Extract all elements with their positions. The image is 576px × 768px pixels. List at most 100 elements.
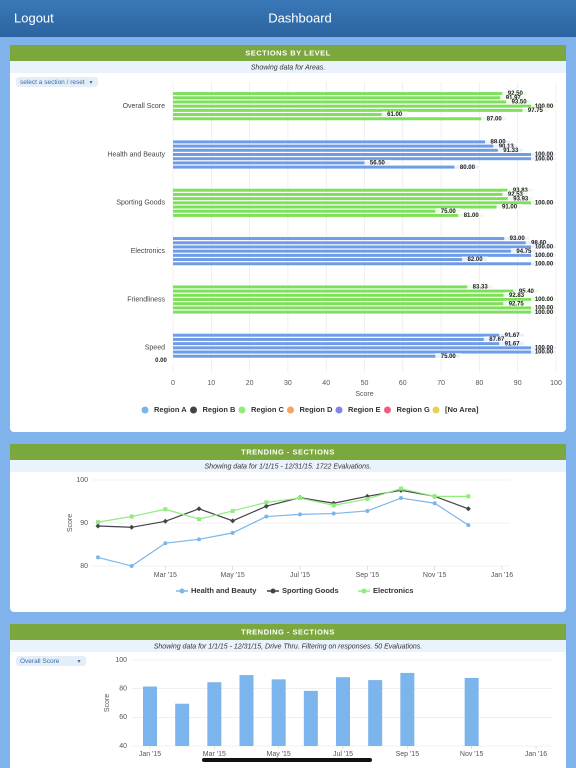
legend-label[interactable]: Region B (203, 405, 236, 414)
value-label: 100.00 (535, 245, 554, 251)
bar (173, 157, 556, 161)
value-label: 91.67 (505, 341, 521, 347)
dropdown[interactable] (16, 77, 98, 87)
y-tick-label: Health and Beauty (107, 151, 165, 158)
legend-label[interactable]: Region D (300, 405, 333, 414)
legend-label[interactable]: Region C (251, 405, 284, 414)
value-label: 100.00 (535, 156, 554, 162)
value-label: 93.00 (510, 236, 526, 242)
marker (197, 537, 201, 542)
x-tick-label: Sep '15 (356, 572, 380, 579)
marker (399, 496, 403, 501)
legend-label[interactable]: Region G (397, 405, 430, 414)
subtitle-bar (10, 640, 566, 652)
marker (162, 518, 168, 524)
value-label: 88.00 (491, 140, 507, 146)
value-label-bg (462, 256, 489, 263)
value-label-bg (493, 143, 520, 150)
value-label-bg (531, 199, 557, 206)
home-indicator (202, 758, 372, 762)
value-label: 100.00 (535, 346, 554, 352)
panel-title: TRENDING - SECTIONS (241, 447, 335, 456)
value-label: 100.00 (535, 261, 554, 267)
marker (230, 530, 235, 535)
value-label-bg (507, 195, 534, 202)
x-tick-label: 100 (550, 380, 562, 387)
value-label: 80.00 (460, 165, 476, 171)
value-label-bg (502, 191, 529, 198)
panel-title: TRENDING - SECTIONS (241, 627, 335, 636)
value-label-bg (531, 260, 557, 267)
legend-label[interactable]: Sporting Goods (282, 586, 339, 595)
marker (466, 494, 471, 499)
bar (173, 310, 556, 314)
bar (173, 201, 556, 205)
legend-marker (270, 588, 276, 594)
legend-label[interactable]: Region E (348, 405, 381, 414)
x-tick-label: Jan '16 (525, 751, 547, 758)
dropdown-label[interactable]: select a section / reset (20, 79, 85, 86)
panel-header (10, 45, 566, 61)
x-tick-label: Mar '15 (203, 751, 226, 758)
bar (173, 153, 556, 156)
dropdown-label[interactable]: Overall Score (20, 658, 60, 665)
marker (298, 496, 302, 501)
legend-marker (179, 588, 185, 594)
marker (432, 501, 437, 506)
value-label-bg (435, 208, 462, 215)
x-tick-label: Mar '15 (154, 572, 177, 579)
panel-header (10, 444, 566, 460)
y-axis-label: Score (67, 514, 74, 532)
marker (298, 512, 302, 517)
value-label-bg (510, 248, 537, 255)
value-label: 92.53 (508, 192, 524, 198)
x-tick-label: 40 (322, 380, 330, 387)
bar (173, 100, 532, 104)
bar (173, 354, 461, 358)
nav-title: Dashboard (268, 10, 332, 25)
marker (465, 506, 471, 512)
value-label: 100.00 (535, 297, 554, 303)
legend-label[interactable]: Electronics (373, 586, 413, 595)
dropdown[interactable] (16, 656, 86, 666)
marker (163, 507, 168, 512)
value-label: 93.83 (513, 188, 529, 194)
bar (173, 117, 507, 121)
marker (365, 508, 370, 513)
x-tick-label: 70 (437, 380, 445, 387)
x-tick-label: 60 (399, 380, 407, 387)
y-tick-label: Friendliness (127, 296, 165, 303)
y-axis-label: Score (104, 694, 111, 712)
value-label: 90.13 (499, 144, 515, 150)
value-label-bg (531, 243, 557, 250)
marker (129, 564, 134, 568)
bar (173, 205, 522, 209)
bar (173, 213, 484, 217)
value-label-bg (483, 336, 510, 343)
x-tick-label: Nov '15 (460, 751, 484, 758)
value-label-bg (454, 164, 481, 171)
bar (173, 333, 525, 337)
legend-label[interactable]: Health and Beauty (191, 586, 257, 595)
bar (207, 682, 222, 746)
bar (173, 298, 556, 301)
bar (173, 192, 528, 196)
logout-button[interactable]: Logout (14, 10, 54, 25)
legend-label[interactable]: [No Area] (445, 405, 479, 414)
value-label-bg (503, 292, 530, 299)
bar (173, 140, 511, 144)
value-label-bg (500, 94, 527, 101)
value-label: 0.00 (155, 358, 167, 364)
value-label-bg (531, 151, 557, 158)
value-label: 75.00 (441, 354, 457, 360)
value-label: 100.00 (535, 201, 554, 207)
value-label: 92.50 (508, 91, 524, 97)
marker (95, 523, 101, 529)
legend-label[interactable]: Region A (154, 405, 187, 414)
value-label-bg (503, 300, 530, 307)
value-label: 91.00 (502, 205, 518, 211)
value-label: 87.00 (487, 116, 503, 122)
dropdown-caret: ▾ (77, 659, 80, 665)
marker (331, 503, 336, 508)
